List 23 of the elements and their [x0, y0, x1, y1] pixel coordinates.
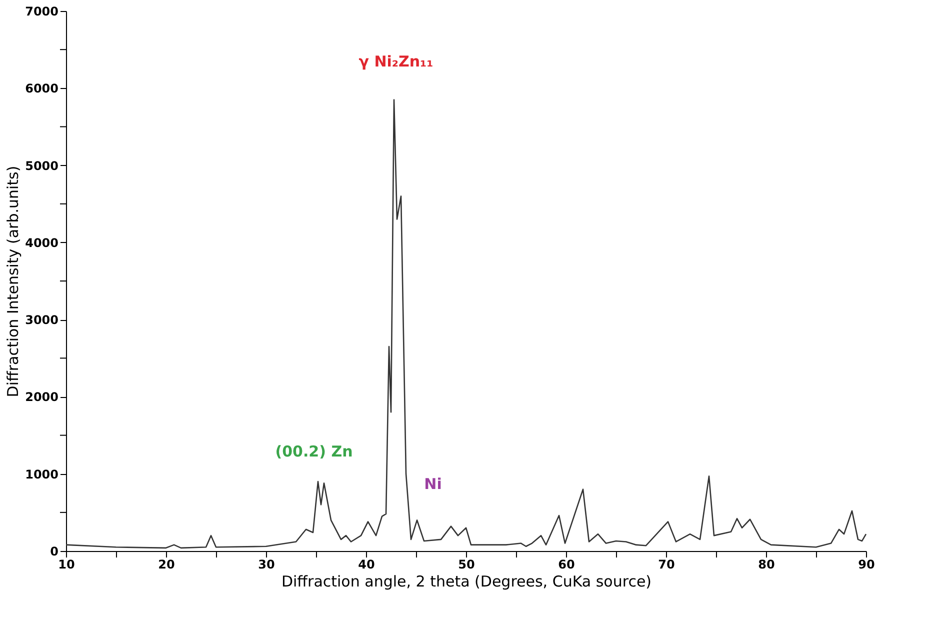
annotation: Ni [424, 475, 442, 494]
y-tick-label: 1000 [25, 467, 58, 482]
line-series [65, 99, 867, 549]
y-tick-label: 4000 [25, 236, 58, 250]
x-tick-label: 20 [158, 558, 175, 572]
y-tick-label: 7000 [25, 4, 58, 18]
y-tick-label: 5000 [25, 158, 58, 173]
y-tick-label: 6000 [25, 82, 58, 96]
annotation: γ Ni₂Zn₁₁ [358, 52, 434, 71]
x-tick-label: 40 [358, 558, 375, 572]
x-tick-label: 70 [658, 558, 675, 572]
x-tick-label: 30 [258, 558, 275, 572]
y-axis-title: Diffraction Intensity (arb.units) [4, 166, 22, 398]
x-tick-label: 80 [758, 558, 775, 572]
y-tick-label: 2000 [25, 390, 58, 404]
x-tick-label: 90 [858, 558, 875, 572]
x-tick-label: 60 [558, 558, 575, 572]
x-axis-title: Diffraction angle, 2 theta (Degrees, CuKa source) [281, 572, 652, 590]
x-tick-label: 10 [58, 558, 75, 572]
x-tick-label: 50 [458, 558, 475, 572]
y-tick-label: 3000 [25, 313, 58, 328]
annotation: (00.2) Zn [275, 442, 353, 461]
y-tick-label: 0 [50, 544, 58, 558]
